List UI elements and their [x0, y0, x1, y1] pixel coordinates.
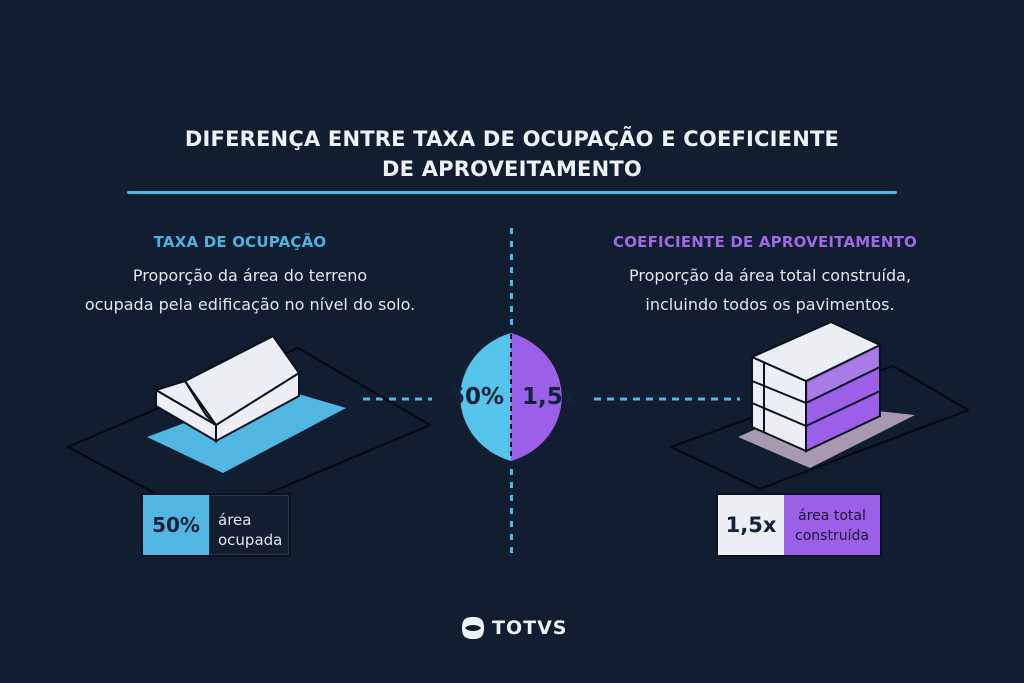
badge-label-line: área: [218, 511, 252, 529]
badge-label-line: ocupada: [218, 531, 283, 549]
title-line-2: DE APROVEITAMENTO: [382, 157, 642, 181]
multi-story-building-icon: [668, 320, 971, 491]
badge-label-line: construída: [795, 528, 869, 544]
badge-area-ocupada: 50% área ocupada: [141, 493, 291, 557]
description-line: ocupada pela edificação no nível do solo…: [84, 295, 416, 314]
badge-value: 50%: [143, 495, 209, 555]
house-on-lot-icon: [65, 335, 433, 522]
badge-label-line: área total: [798, 508, 866, 524]
page-title: DIFERENÇA ENTRE TAXA DE OCUPAÇÃO E COEFI…: [0, 124, 1024, 184]
totvs-logo: TOTVS: [461, 616, 567, 640]
logo-text: TOTVS: [492, 617, 568, 639]
totvs-logo-icon: [462, 617, 484, 639]
heading-taxa-ocupacao: TAXA DE OCUPAÇÃO: [153, 233, 327, 251]
center-value-taxa: 50%: [449, 384, 505, 410]
description-line: incluindo todos os pavimentos.: [645, 295, 895, 314]
center-value-coeficiente: 1,5x: [522, 384, 578, 410]
badge-value: 1,5x: [718, 495, 784, 555]
title-underline: [127, 191, 897, 194]
heading-coeficiente-aproveitamento: COEFICIENTE DE APROVEITAMENTO: [613, 233, 917, 251]
badge-area-total-construida: 1,5x área total construída: [716, 493, 882, 557]
description-taxa-ocupacao: Proporção da área do terreno ocupada pel…: [40, 261, 460, 319]
badge-label: área ocupada: [209, 495, 289, 555]
description-line: Proporção da área total construída,: [628, 266, 912, 285]
description-line: Proporção da área do terreno: [132, 266, 368, 285]
description-coeficiente: Proporção da área total construída, incl…: [565, 261, 975, 319]
comparison-circle: [460, 333, 562, 461]
title-line-1: DIFERENÇA ENTRE TAXA DE OCUPAÇÃO E COEFI…: [184, 127, 840, 151]
badge-label: área total construída: [784, 495, 880, 555]
